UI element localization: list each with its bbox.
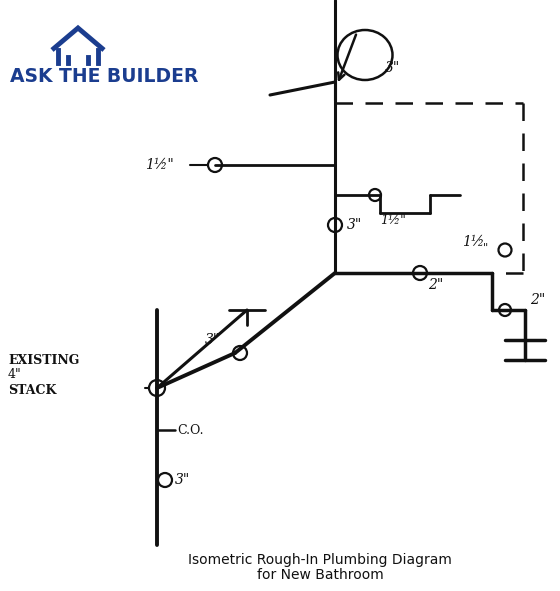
Text: 4": 4" <box>8 369 22 382</box>
Text: 3": 3" <box>175 473 190 487</box>
Text: C.O.: C.O. <box>177 424 203 437</box>
Text: ": " <box>483 243 488 253</box>
Text: STACK: STACK <box>8 384 57 397</box>
Text: 1½": 1½" <box>145 158 174 172</box>
Text: Isometric Rough-In Plumbing Diagram: Isometric Rough-In Plumbing Diagram <box>188 553 452 567</box>
Text: 1½": 1½" <box>380 215 406 228</box>
Text: 3": 3" <box>205 333 220 347</box>
Text: 3": 3" <box>347 218 362 232</box>
Text: ASK THE BUILDER: ASK THE BUILDER <box>10 67 198 86</box>
Text: EXISTING: EXISTING <box>8 353 80 366</box>
Text: 3": 3" <box>385 61 400 75</box>
Text: 1½: 1½ <box>462 235 484 249</box>
Text: 2": 2" <box>530 293 545 307</box>
Text: 2": 2" <box>428 278 444 292</box>
Text: for New Bathroom: for New Bathroom <box>256 568 384 582</box>
